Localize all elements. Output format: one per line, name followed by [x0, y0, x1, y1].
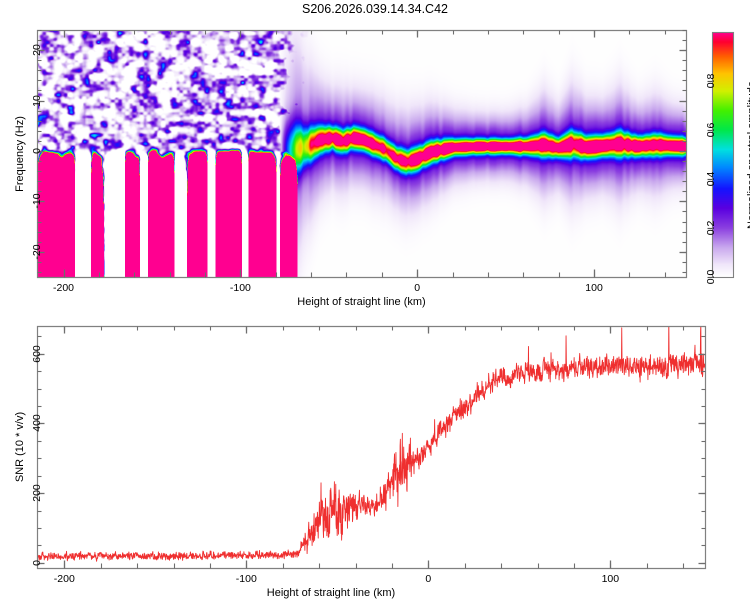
- spectrogram-x-axis-label: Height of straight line (km): [297, 296, 426, 308]
- spectrogram-y-axis-label: Frequency (Hz): [14, 115, 26, 192]
- colorbar-tick-label: 0.4: [705, 171, 717, 187]
- colorbar-axes: [698, 18, 747, 291]
- snr-x-axis-label: Height of straight line (km): [266, 587, 396, 599]
- x-tick-label: -200: [53, 282, 75, 294]
- colorbar-tick-label: 0.0: [705, 269, 717, 285]
- snr-axes: [23, 312, 719, 582]
- x-tick-label: 100: [601, 573, 620, 585]
- y-tick-label: -10: [31, 193, 43, 209]
- y-tick-label: 10: [31, 94, 43, 107]
- y-tick-label: 0: [31, 148, 43, 154]
- y-tick-label: 600: [31, 345, 43, 363]
- colorbar-tick-label: 0.6: [705, 122, 717, 138]
- y-tick-label: 400: [31, 414, 43, 433]
- colorbar-label: Normalized spectral amplitude: [746, 80, 750, 229]
- y-tick-label: 200: [31, 484, 43, 502]
- y-tick-label: 0: [31, 559, 43, 566]
- x-tick-label: 0: [425, 573, 432, 585]
- y-tick-label: 20: [31, 44, 43, 56]
- spectrogram-axes: [23, 16, 700, 291]
- x-tick-label: -100: [229, 282, 251, 294]
- colorbar-tick-label: 0.2: [705, 220, 717, 236]
- figure-title: S206.2026.039.14.34.C42: [302, 2, 448, 16]
- colorbar-tick-label: 0.8: [705, 73, 717, 89]
- y-tick-label: -20: [31, 244, 43, 260]
- x-tick-label: 100: [585, 282, 603, 294]
- snr-y-axis-label: SNR (10 * v/v): [14, 411, 26, 483]
- x-tick-label: 0: [414, 282, 421, 294]
- x-tick-label: -100: [235, 573, 257, 585]
- x-tick-label: -200: [53, 573, 75, 585]
